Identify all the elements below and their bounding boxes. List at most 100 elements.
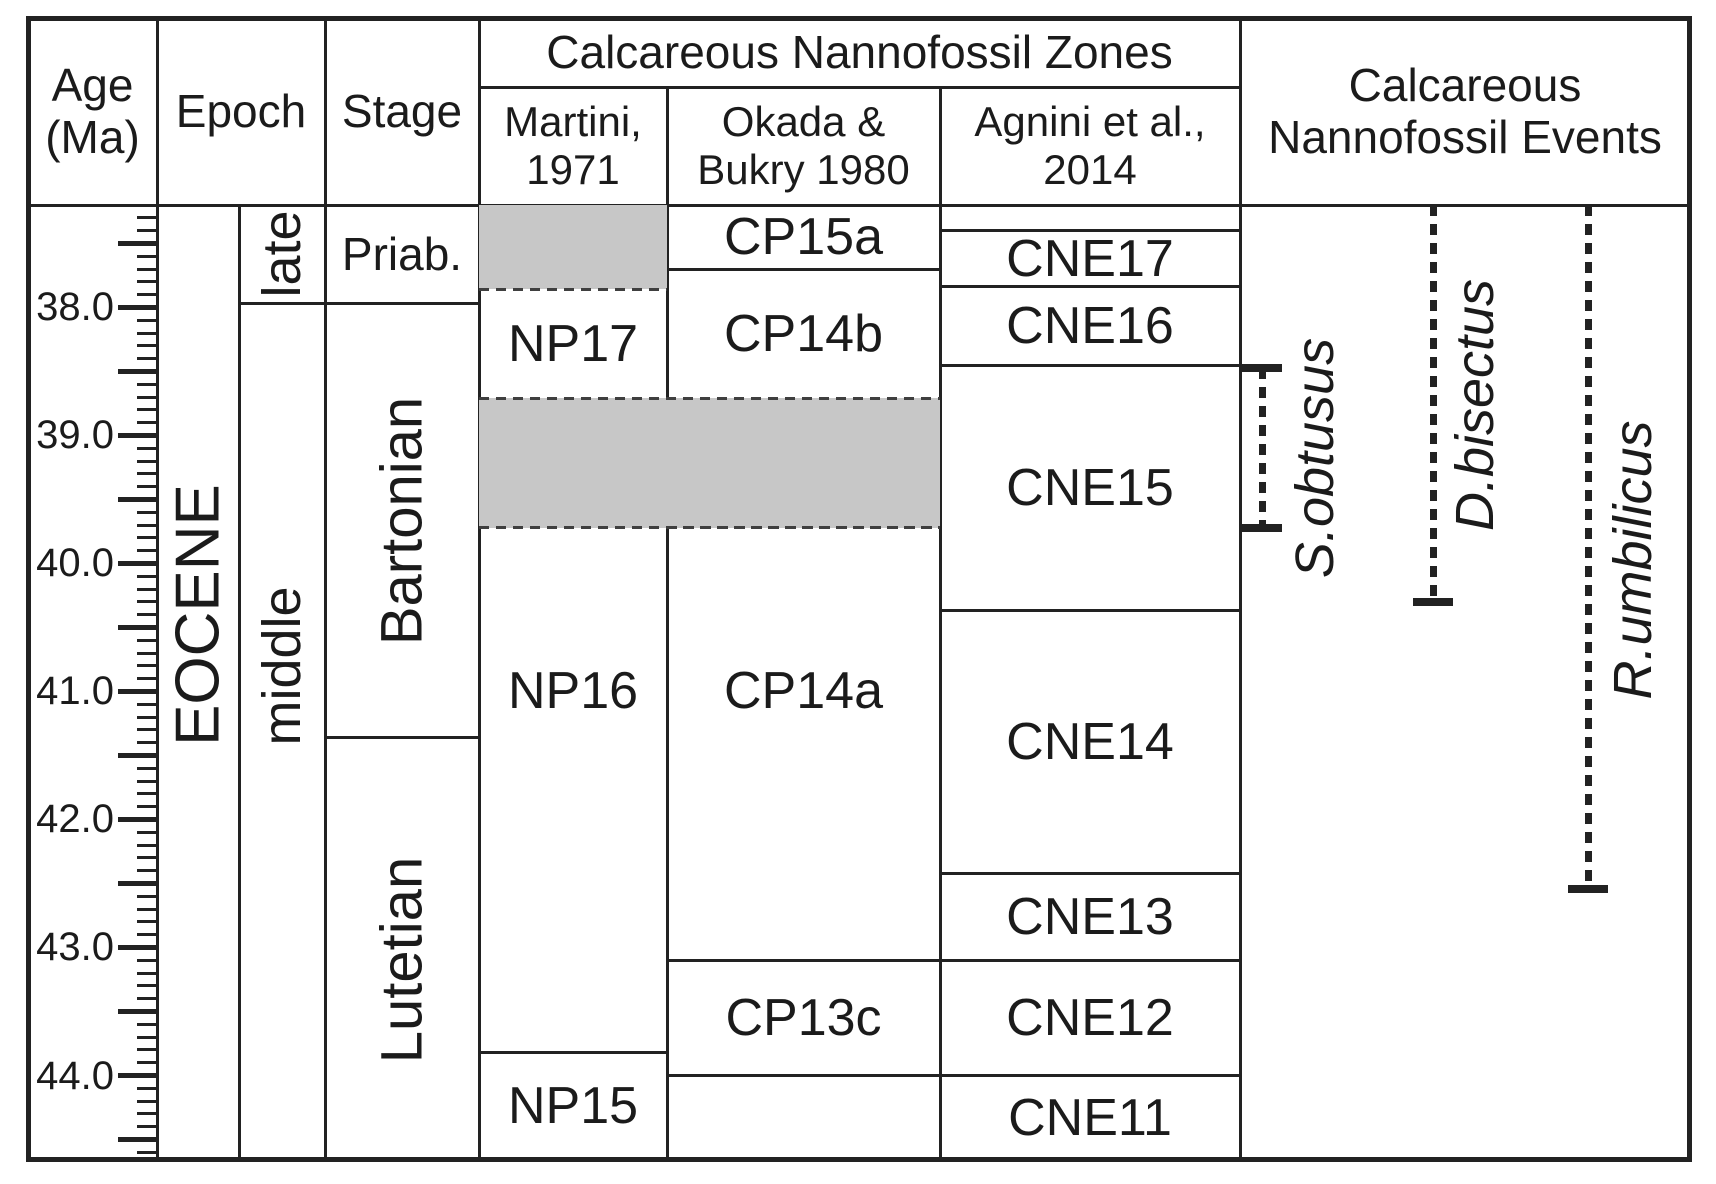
- minor-tick: [137, 779, 157, 783]
- event-base-bar-d-bisectus: [1413, 597, 1453, 606]
- major-tick: [118, 432, 157, 438]
- chart-frame: [26, 16, 1692, 1162]
- divider-zones-events: [1239, 18, 1242, 1160]
- minor-tick: [137, 856, 157, 860]
- minor-tick: [137, 472, 157, 476]
- zone-label-cne15: CNE15: [1006, 458, 1174, 517]
- zone-label-cne16: CNE16: [1006, 296, 1174, 355]
- zone-label-cne11: CNE11: [1008, 1088, 1172, 1147]
- age-tick-label-38-0: 38.0: [36, 285, 114, 330]
- minor-tick: [137, 1086, 157, 1090]
- sub-epoch-label-middle: middle: [252, 586, 312, 746]
- medium-tick: [118, 752, 157, 758]
- minor-tick: [137, 958, 157, 962]
- minor-tick: [137, 715, 157, 719]
- zone-label-cne17: CNE17: [1006, 229, 1174, 288]
- major-tick: [118, 944, 157, 950]
- minor-tick: [137, 869, 157, 873]
- divider-martini-okada: [666, 87, 669, 1160]
- nannofossil-zones-group-header: Calcareous Nannofossil Zones: [546, 25, 1173, 78]
- minor-tick: [137, 536, 157, 540]
- divider-age-epoch: [156, 18, 159, 1160]
- medium-tick: [118, 240, 157, 246]
- medium-tick: [118, 368, 157, 374]
- minor-tick: [137, 1099, 157, 1103]
- major-tick: [118, 1073, 157, 1078]
- minor-tick: [137, 830, 157, 834]
- zone-label-cp14b: CP14b: [724, 304, 883, 363]
- divider-epoch-stage: [324, 18, 327, 1160]
- minor-tick: [137, 894, 157, 898]
- header-bottom-line: [28, 204, 1690, 207]
- zone-label-cne12: CNE12: [1006, 988, 1174, 1047]
- medium-tick: [118, 496, 157, 502]
- minor-tick: [137, 1061, 157, 1065]
- event-label-d-bisectus: D.bisectus: [1445, 278, 1505, 532]
- zone-boundary-agnini-cne16: [940, 285, 1240, 289]
- agnini-scheme-header: Agnini et al., 2014: [974, 97, 1206, 193]
- minor-tick: [137, 1035, 157, 1039]
- uncertain-gray-band: [479, 398, 940, 528]
- medium-tick: [118, 1137, 157, 1143]
- zones-subheader-line: [479, 86, 1240, 89]
- uncertain-band-top-dash: [479, 396, 940, 400]
- uncertain-gray-cell: [479, 205, 667, 290]
- minor-tick: [137, 638, 157, 642]
- sub-epoch-boundary-middle: [239, 302, 325, 306]
- major-tick: [118, 560, 157, 566]
- minor-tick: [137, 280, 157, 284]
- minor-tick: [137, 792, 157, 796]
- zone-boundary-agnini-cne14: [940, 609, 1240, 613]
- zone-boundary-martini-np16: [479, 526, 667, 530]
- zone-label-np15: NP15: [507, 1077, 639, 1136]
- minor-tick: [137, 843, 157, 847]
- stage-label-bartonian: Bartonian: [369, 396, 435, 645]
- age-tick-label-43-0: 43.0: [36, 925, 114, 970]
- medium-tick: [118, 624, 157, 630]
- minor-tick: [137, 600, 157, 604]
- minor-tick: [137, 382, 157, 386]
- minor-tick: [137, 459, 157, 463]
- age-column-header: Age (Ma): [45, 58, 140, 163]
- minor-tick: [137, 216, 157, 220]
- zone-boundary-agnini-cne13: [940, 871, 1240, 875]
- divider-okada-agnini: [939, 87, 942, 1160]
- minor-tick: [137, 920, 157, 924]
- medium-tick: [118, 880, 157, 886]
- minor-tick: [137, 805, 157, 809]
- zone-label-cp13c: CP13c: [725, 988, 882, 1047]
- minor-tick: [137, 587, 157, 591]
- zone-label-cne14: CNE14: [1006, 713, 1174, 772]
- minor-tick: [137, 766, 157, 770]
- minor-tick: [137, 446, 157, 450]
- minor-tick: [137, 702, 157, 706]
- martini-scheme-header: Martini, 1971: [504, 97, 642, 193]
- zone-boundary-okada-cp14a: [667, 526, 940, 530]
- minor-tick: [137, 984, 157, 988]
- zone-label-cp14a: CP14a: [724, 662, 883, 721]
- zone-boundary-agnini-cne15: [940, 363, 1240, 367]
- stage-boundary-lutetian: [325, 736, 479, 740]
- minor-tick: [137, 1022, 157, 1026]
- zone-boundary-agnini-cne17: [940, 229, 1240, 233]
- minor-tick: [137, 1112, 157, 1116]
- zone-boundary-agnini-cne11: [940, 1074, 1240, 1077]
- event-base-bar-s-obtusus: [1242, 523, 1282, 532]
- minor-tick: [137, 664, 157, 668]
- nannofossil-events-header: Calcareous Nannofossil Events: [1268, 58, 1662, 163]
- minor-tick: [137, 933, 157, 937]
- okada-bukry-scheme-header: Okada & Bukry 1980: [697, 97, 910, 193]
- epoch-column-header: Epoch: [175, 84, 307, 137]
- event-base-bar-r-umbilicus: [1568, 884, 1608, 893]
- minor-tick: [137, 267, 157, 271]
- zone-boundary-martini-np17: [479, 287, 667, 291]
- minor-tick: [137, 229, 157, 233]
- minor-tick: [137, 395, 157, 399]
- event-line-r-umbilicus: [1584, 205, 1592, 889]
- major-tick: [118, 688, 157, 694]
- epoch-label-eocene: EOCENE: [163, 483, 233, 746]
- minor-tick: [137, 1125, 157, 1129]
- divider-epoch-subepoch: [238, 205, 241, 1160]
- minor-tick: [137, 510, 157, 514]
- age-tick-label-39-0: 39.0: [36, 413, 114, 458]
